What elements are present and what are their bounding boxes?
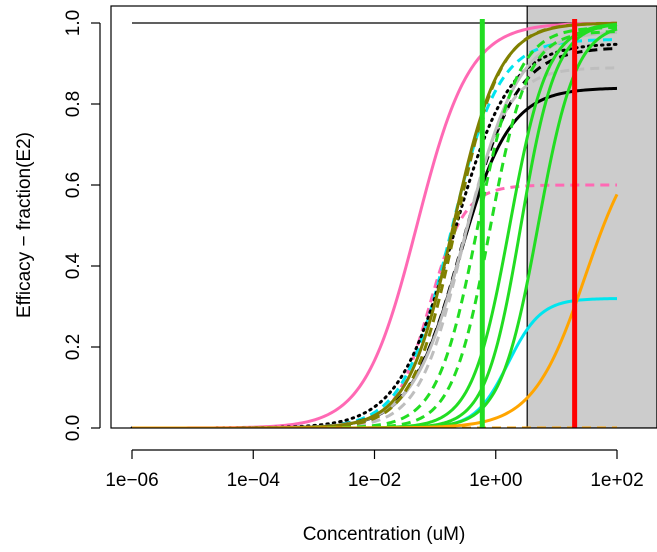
- x-tick-label: 1e+02: [590, 470, 643, 491]
- y-tick-label: 0.6: [63, 172, 84, 198]
- y-tick-label: 0.0: [63, 415, 84, 441]
- y-tick-label: 0.8: [63, 91, 84, 117]
- plot-border: [110, 5, 657, 429]
- y-tick-label: 0.4: [63, 252, 84, 279]
- x-tick-label: 1e−06: [105, 470, 158, 491]
- x-tick-label: 1e−02: [348, 470, 401, 491]
- x-axis-label: Concentration (uM): [303, 524, 466, 545]
- shaded-region: [526, 6, 657, 428]
- curve-series-8: [132, 66, 618, 428]
- y-tick-label: 0.2: [63, 334, 84, 360]
- curve-series-12: [132, 25, 618, 428]
- y-tick-label: 1.0: [63, 10, 84, 36]
- x-tick-label: 1e+00: [469, 470, 522, 491]
- x-tick-label: 1e−04: [227, 470, 281, 491]
- y-axis-label: Efficacy − fraction(E2): [14, 132, 35, 318]
